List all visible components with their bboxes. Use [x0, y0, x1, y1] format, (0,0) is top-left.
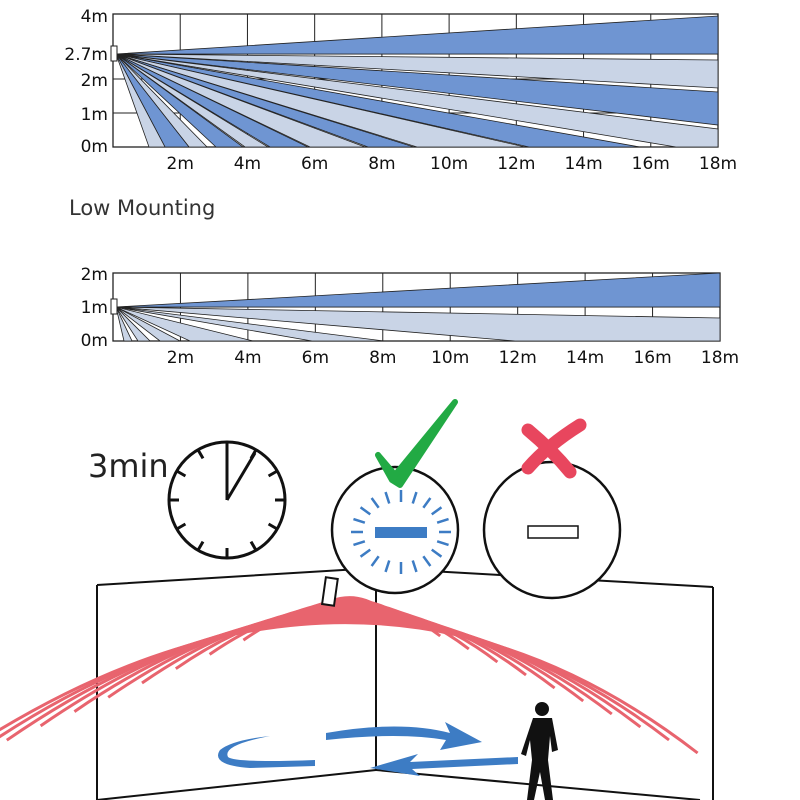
led-ray [436, 517, 449, 524]
sensor-marker [110, 298, 118, 315]
led-ray [431, 506, 443, 516]
walking-person-icon [521, 702, 558, 800]
x-tick: 10m [431, 348, 469, 368]
beam-zone [115, 15, 719, 55]
beam-zone [115, 53, 526, 148]
beam-zone [115, 53, 415, 148]
beam-zone [115, 306, 385, 342]
beam-zone [115, 53, 719, 148]
x-tick: 6m [302, 348, 329, 368]
x-tick: 8m [369, 348, 396, 368]
beam-zone [115, 53, 719, 126]
sensor-marker [110, 45, 118, 62]
x-tick: 8m [368, 154, 395, 174]
led-off-icon [527, 525, 579, 539]
y-tick: 1m [81, 298, 108, 318]
y-tick: 4m [81, 7, 108, 27]
beam-zone [115, 306, 181, 342]
low-chart-beams [115, 272, 721, 342]
detection-waves [0, 596, 699, 755]
y-tick: 2m [81, 265, 108, 285]
no-motion-indicator [482, 418, 622, 600]
top-detection-chart: 4m 2.7m 2m 1m 0m 2m 4m 6m 8m 10m 12m 14m 16m 18m [64, 7, 737, 174]
x-tick: 12m [499, 348, 537, 368]
beam-zone [115, 53, 245, 148]
x-tick: 2m [167, 154, 194, 174]
beam-zone [115, 272, 721, 308]
low-mounting-title: Low Mounting [69, 196, 215, 220]
beam-zone [115, 306, 151, 342]
clock-icon [167, 440, 287, 560]
beam-zone [115, 53, 641, 148]
top-chart-beams [115, 15, 719, 148]
motion-detected-indicator [330, 399, 460, 595]
clock-tick [176, 470, 187, 478]
beam-zone [115, 306, 721, 342]
x-tick: 4m [234, 154, 261, 174]
led-ray [384, 491, 391, 504]
x-tick: 16m [632, 154, 670, 174]
clock-tick [197, 449, 205, 460]
clock-tick [176, 522, 187, 530]
x-tick: 18m [699, 154, 737, 174]
y-tick: 1m [81, 105, 108, 125]
led-ray [370, 497, 380, 509]
detection-wave [0, 618, 670, 742]
detection-wave [0, 621, 699, 755]
led-on-icon [375, 527, 427, 538]
x-tick: 14m [566, 348, 604, 368]
beam-zone [115, 53, 270, 148]
beam-zone [115, 53, 719, 89]
led-ray [431, 548, 443, 558]
x-tick: 10m [430, 154, 468, 174]
led-ray [353, 540, 366, 547]
beam-zone [115, 53, 366, 148]
beam-zone [115, 306, 133, 342]
sensor-device-icon [320, 576, 339, 607]
led-ray [359, 506, 371, 516]
led-ray [384, 560, 391, 573]
clock-tick [249, 540, 257, 551]
beam-zone [115, 53, 166, 148]
detection-wave [73, 611, 585, 713]
check-icon [375, 399, 458, 488]
led-ray [411, 491, 418, 504]
x-tick: 12m [497, 154, 535, 174]
x-tick: 14m [564, 154, 602, 174]
y-tick: 2.7m [64, 45, 108, 65]
clock-tick [267, 522, 278, 530]
beam-zone [115, 53, 309, 148]
cross-icon [521, 418, 587, 479]
x-tick: 16m [633, 348, 671, 368]
low-detection-chart: 2m 1m 0m 2m 4m 6m 8m 10m 12m 14m 16m 18m [81, 265, 739, 368]
beam-zone [115, 306, 254, 342]
detection-wave [5, 616, 642, 742]
clock-tick [197, 540, 205, 551]
led-ray [411, 560, 418, 573]
led-ray [353, 517, 366, 524]
motion-arrows-icon [218, 722, 518, 776]
timer-label: 3min [88, 447, 169, 485]
clock-tick [267, 470, 278, 478]
room-illustration [0, 566, 714, 800]
x-tick: 4m [234, 348, 261, 368]
x-tick: 6m [301, 154, 328, 174]
y-tick: 0m [81, 331, 108, 351]
x-tick: 2m [167, 348, 194, 368]
y-tick: 0m [81, 137, 108, 157]
x-tick: 18m [701, 348, 739, 368]
led-ray [359, 548, 371, 558]
led-ray [436, 540, 449, 547]
y-tick: 2m [81, 71, 108, 91]
detection-wave [107, 609, 556, 699]
detection-wave [39, 614, 613, 728]
led-ray [422, 497, 432, 509]
led-ray [422, 555, 432, 567]
led-ray [370, 555, 380, 567]
detection-wave [141, 607, 527, 685]
